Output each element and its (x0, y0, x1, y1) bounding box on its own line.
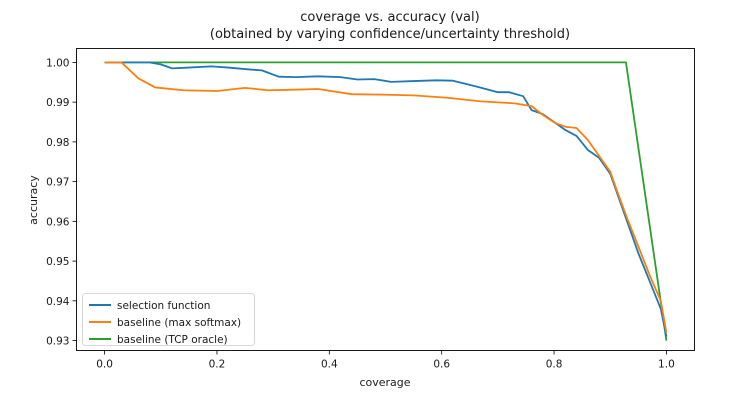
y-tick-label: 1.00 (46, 57, 69, 69)
x-tick-label: 0.8 (546, 359, 563, 371)
legend-label-tcp-oracle: baseline (TCP oracle) (117, 334, 228, 346)
y-tick-label: 0.99 (46, 97, 69, 109)
legend-box (82, 293, 255, 346)
axes-layer (76, 48, 695, 351)
ticks-layer: 0.0 0.2 0.4 0.6 0.8 1.0 0.93 0.94 0.95 0.96 0.97 0.… (46, 57, 675, 370)
legend-label-max-softmax: baseline (max softmax) (117, 317, 241, 329)
chart-subtitle: (obtained by varying confidence/uncertai… (210, 27, 570, 42)
y-tick-label: 0.95 (46, 256, 69, 268)
y-tick-label: 0.96 (46, 216, 70, 228)
x-tick-label: 1.0 (658, 359, 675, 371)
y-tick-label: 0.94 (46, 296, 70, 308)
y-tick-label: 0.98 (46, 137, 69, 149)
series-line-baseline-max-softmax (104, 61, 668, 333)
x-axis-label: coverage (359, 376, 410, 389)
x-tick-label: 0.6 (433, 359, 450, 371)
series-line-baseline-tcp-oracle (104, 61, 668, 341)
x-tick-label: 0.2 (209, 359, 226, 371)
series-layer (104, 61, 668, 341)
chart-title: coverage vs. accuracy (val) (300, 10, 479, 25)
x-tick-label: 0.4 (321, 359, 338, 371)
y-tick-label: 0.97 (46, 177, 69, 189)
x-tick-label: 0.0 (96, 359, 113, 371)
legend: selection function baseline (max softmax… (82, 293, 255, 346)
y-axis-label: accuracy (27, 175, 40, 225)
legend-label-selection-function: selection function (117, 300, 210, 312)
y-tick-label: 0.93 (46, 336, 69, 348)
plot-frame (76, 48, 695, 351)
